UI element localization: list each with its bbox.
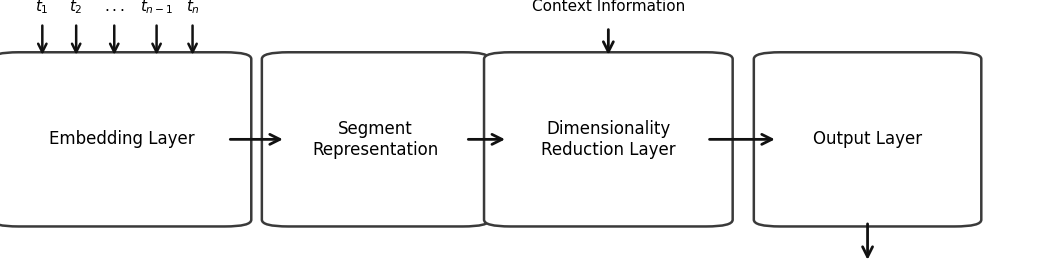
Text: $t_{n-1}$: $t_{n-1}$ [140, 0, 174, 16]
FancyBboxPatch shape [261, 52, 490, 226]
Text: $t_n$: $t_n$ [185, 0, 200, 16]
Text: $t_1$: $t_1$ [36, 0, 49, 16]
Text: Context Information: Context Information [532, 0, 685, 14]
FancyBboxPatch shape [484, 52, 732, 226]
Text: Segment
Representation: Segment Representation [312, 120, 439, 159]
Text: $t_2$: $t_2$ [70, 0, 83, 16]
Text: Dimensionality
Reduction Layer: Dimensionality Reduction Layer [541, 120, 676, 159]
FancyBboxPatch shape [0, 52, 252, 226]
FancyBboxPatch shape [753, 52, 982, 226]
Text: $...$: $...$ [104, 0, 125, 14]
Text: Output Layer: Output Layer [813, 130, 923, 148]
Text: Embedding Layer: Embedding Layer [49, 130, 195, 148]
